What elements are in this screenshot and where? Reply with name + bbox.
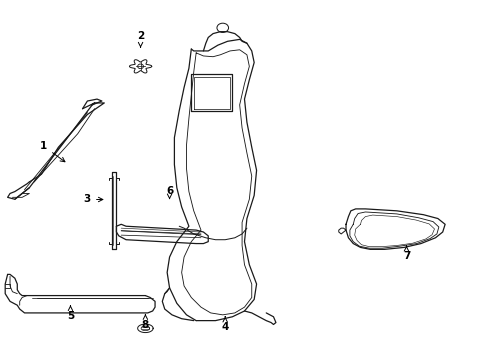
Text: 2: 2	[137, 31, 144, 47]
Text: 1: 1	[40, 141, 65, 162]
Text: 5: 5	[67, 306, 74, 321]
Text: 6: 6	[165, 186, 173, 199]
Text: 7: 7	[402, 246, 409, 261]
Text: 8: 8	[142, 315, 149, 330]
Text: 3: 3	[83, 194, 102, 204]
Text: 4: 4	[221, 316, 228, 332]
